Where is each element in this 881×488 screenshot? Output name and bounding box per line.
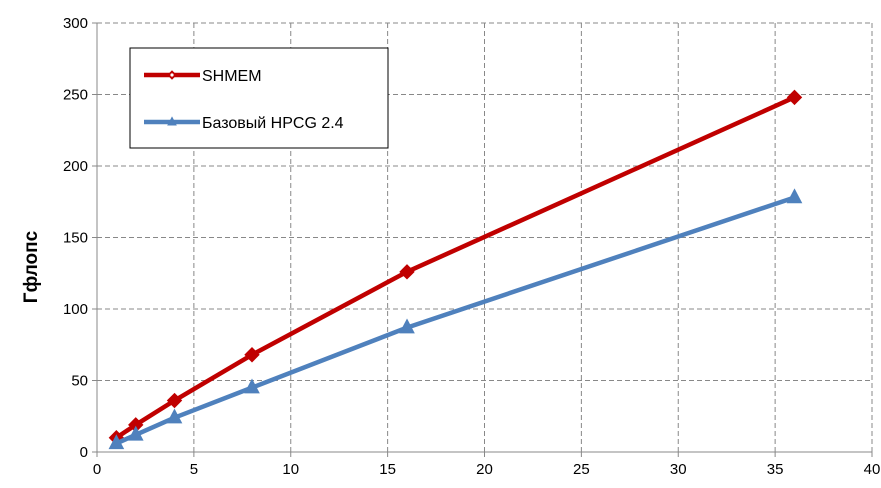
y-axis-label: Гфлопс	[21, 230, 42, 303]
x-tick-label: 40	[864, 461, 881, 478]
legend-marker	[167, 116, 177, 126]
x-tick-label: 5	[190, 461, 198, 478]
data-point	[399, 318, 415, 334]
legend-box	[129, 47, 389, 149]
data-point	[244, 378, 260, 394]
data-point	[166, 392, 183, 409]
x-tick-label: 30	[670, 461, 687, 478]
y-tick-label: 0	[80, 444, 88, 461]
legend-label: SHMEM	[202, 68, 262, 85]
data-point	[786, 89, 803, 106]
legend-label: Базовый HPCG 2.4	[202, 115, 344, 132]
y-tick-label: 250	[63, 87, 88, 104]
y-tick-label: 50	[71, 373, 88, 390]
data-point	[244, 347, 260, 363]
x-tick-label: 35	[767, 461, 784, 478]
data-point	[108, 434, 125, 450]
x-tick-label: 15	[379, 461, 396, 478]
data-point	[166, 408, 183, 424]
y-tick-label: 100	[63, 301, 88, 318]
data-point	[127, 425, 144, 441]
axes: 0 5 10 15 20 25 30 35 40 0 50 100 150 200 250 300	[63, 15, 880, 478]
x-tick-label: 0	[93, 461, 101, 478]
series-line	[114, 195, 797, 446]
legend-item: SHMEM	[144, 68, 262, 85]
legend-marker-dot	[170, 73, 174, 77]
x-tick-label: 25	[573, 461, 590, 478]
data-point	[399, 264, 415, 280]
legend: SHMEM Базовый HPCG 2.4	[129, 47, 389, 149]
y-tick-label: 200	[63, 158, 88, 175]
x-tick-label: 10	[282, 461, 299, 478]
y-tick-label: 300	[63, 15, 88, 32]
y-tick-label: 150	[63, 230, 88, 247]
series-group	[108, 89, 803, 450]
data-point	[786, 188, 803, 204]
legend-item: Базовый HPCG 2.4	[144, 115, 344, 132]
x-tick-label: 20	[476, 461, 493, 478]
series-hpcg	[108, 188, 803, 450]
